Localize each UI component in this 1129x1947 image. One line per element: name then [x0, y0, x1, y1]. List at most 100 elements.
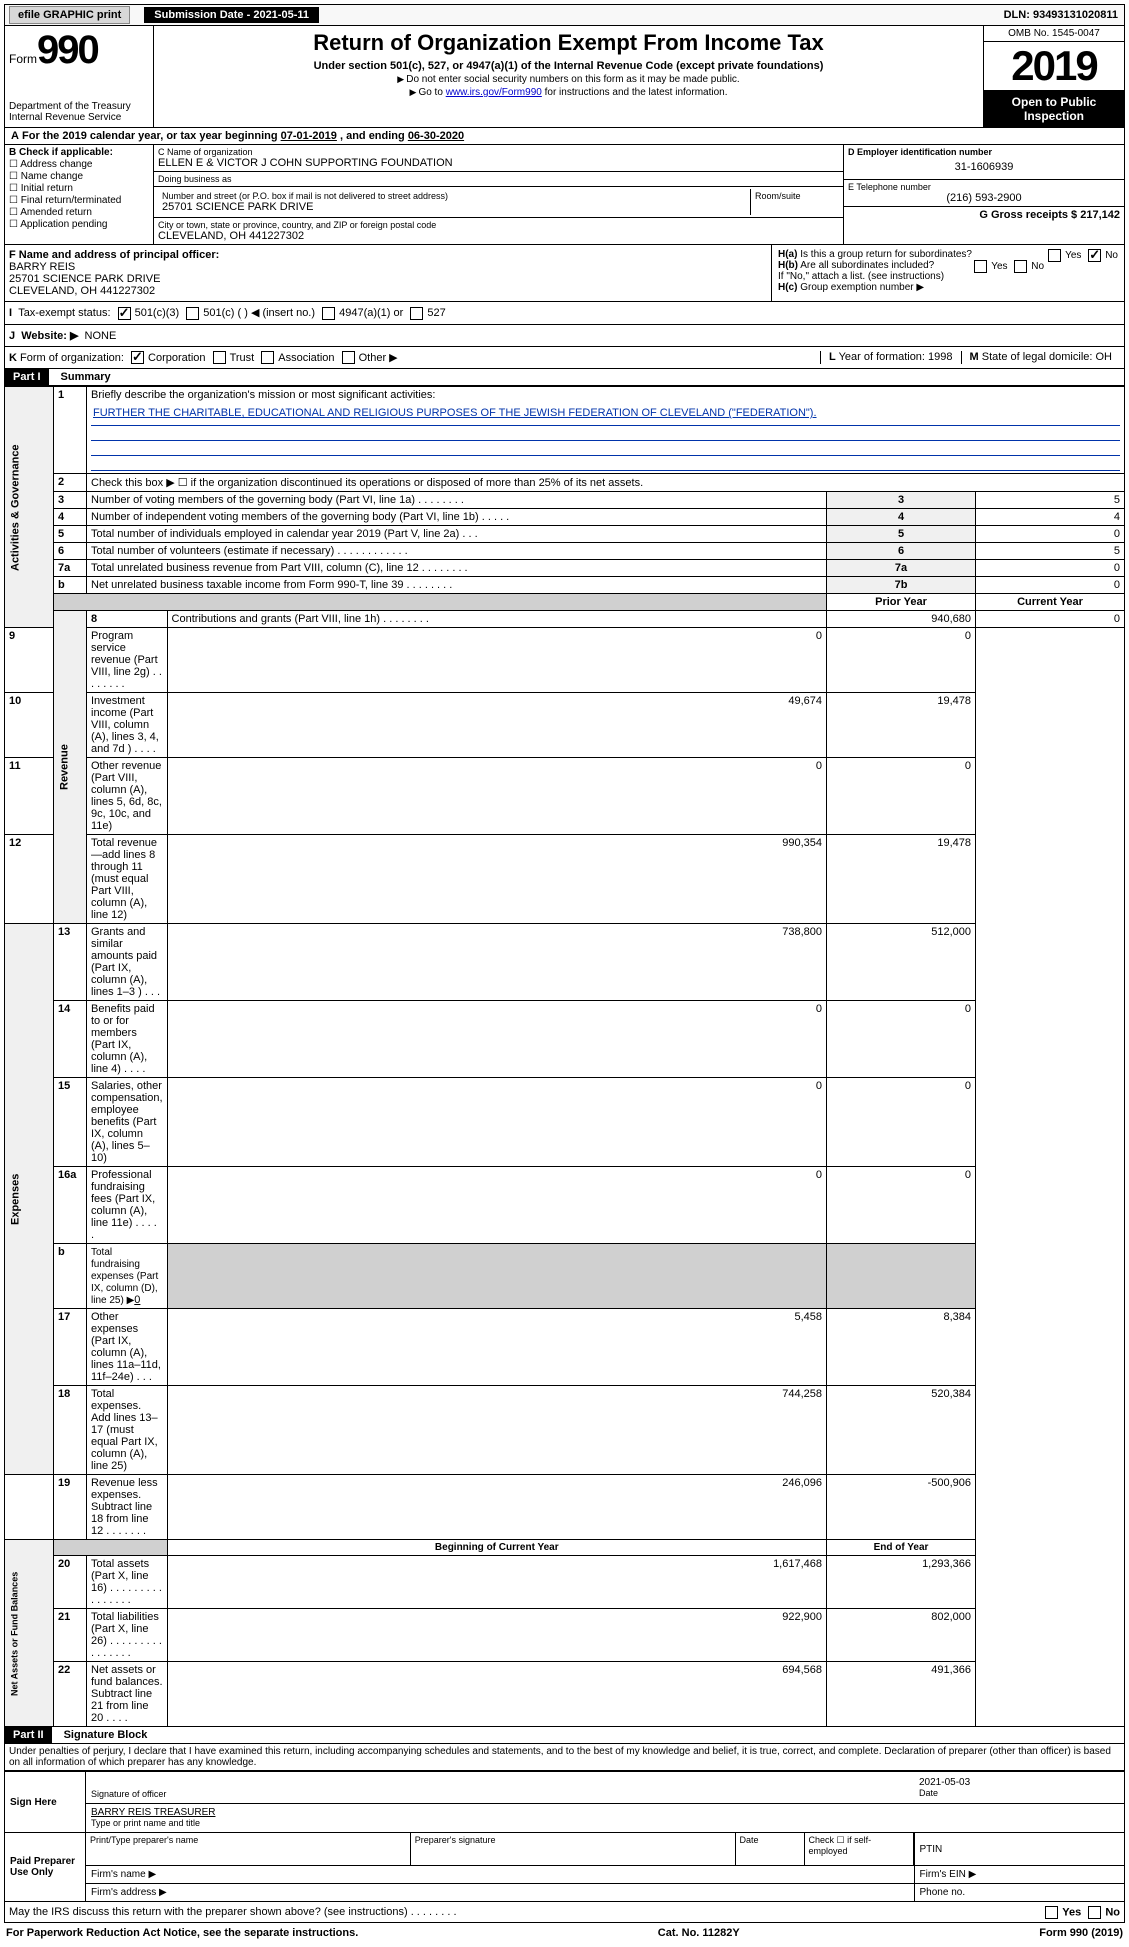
line16b-text: Total fundraising expenses (Part IX, col… [91, 1247, 158, 1306]
ein-value: 31-1606939 [848, 157, 1120, 177]
cb-501c[interactable] [186, 307, 199, 320]
cb-527[interactable] [410, 307, 423, 320]
vtab-revenue: Revenue [54, 611, 87, 924]
sig-date-label: Date [919, 1788, 938, 1798]
hb-no-checkbox[interactable] [1014, 260, 1027, 273]
line5-val: 0 [976, 526, 1125, 543]
cb-address-change[interactable]: ☐ Address change [9, 159, 149, 170]
year-formation: 1998 [928, 351, 952, 363]
discuss-row: May the IRS discuss this return with the… [4, 1902, 1125, 1923]
submission-date-label: Submission Date - 2021-05-11 [144, 7, 319, 23]
addr-label: Number and street (or P.O. box if mail i… [162, 191, 746, 201]
line8-curr: 0 [976, 611, 1125, 628]
cb-trust[interactable] [213, 351, 226, 364]
hdr-prior: Prior Year [827, 594, 976, 611]
hdr-boy: Beginning of Current Year [167, 1540, 826, 1556]
line8-prior: 940,680 [827, 611, 976, 628]
addr-value: 25701 SCIENCE PARK DRIVE [162, 201, 746, 213]
line11-text: Other revenue (Part VIII, column (A), li… [87, 758, 168, 835]
efile-print-button[interactable]: efile GRAPHIC print [9, 6, 130, 24]
cb-amended-return[interactable]: ☐ Amended return [9, 207, 149, 218]
line7b-val: 0 [976, 577, 1125, 594]
cb-final-return[interactable]: ☐ Final return/terminated [9, 195, 149, 206]
cb-corporation[interactable] [131, 351, 144, 364]
line1-text: Briefly describe the organization's miss… [91, 389, 435, 401]
city-label: City or town, state or province, country… [158, 220, 839, 230]
line3-val: 5 [976, 492, 1125, 509]
section-c: C Name of organization ELLEN E & VICTOR … [154, 145, 843, 244]
cb-association[interactable] [261, 351, 274, 364]
cb-other[interactable] [342, 351, 355, 364]
officer-addr1: 25701 SCIENCE PARK DRIVE [9, 273, 767, 285]
discuss-no-checkbox[interactable] [1088, 1906, 1101, 1919]
line7a-text: Total unrelated business revenue from Pa… [91, 562, 419, 574]
line14-text: Benefits paid to or for members (Part IX… [91, 1003, 155, 1075]
irs-link[interactable]: www.irs.gov/Form990 [446, 87, 542, 98]
org-name-label: C Name of organization [158, 147, 839, 157]
part1-header: Part I Summary [4, 369, 1125, 386]
cb-4947[interactable] [322, 307, 335, 320]
preparer-name-label: Print/Type preparer's name [86, 1833, 411, 1865]
org-info-block: B Check if applicable: ☐ Address change … [4, 145, 1125, 245]
firm-ein-label: Firm's EIN ▶ [914, 1866, 1125, 1884]
cb-initial-return[interactable]: ☐ Initial return [9, 183, 149, 194]
section-de: D Employer identification number 31-1606… [843, 145, 1124, 244]
line19-text: Revenue less expenses. Subtract line 18 … [91, 1477, 158, 1537]
self-employed-label: Check ☐ if self-employed [805, 1833, 914, 1865]
page-footer: For Paperwork Reduction Act Notice, see … [4, 1923, 1125, 1943]
omb-number: OMB No. 1545-0047 [984, 26, 1124, 42]
hdr-curr: Current Year [976, 594, 1125, 611]
mission-text: FURTHER THE CHARITABLE, EDUCATIONAL AND … [91, 401, 1120, 426]
row-i-j: I Tax-exempt status: 501(c)(3) 501(c) ( … [4, 302, 1125, 347]
line4-val: 4 [976, 509, 1125, 526]
ein-label: D Employer identification number [848, 147, 1120, 157]
tax-year: 2019 [984, 42, 1124, 91]
open-public-label: Open to Public Inspection [984, 91, 1124, 127]
line22-text: Net assets or fund balances. Subtract li… [91, 1664, 163, 1724]
sign-here-label: Sign Here [5, 1772, 86, 1833]
cb-name-change[interactable]: ☐ Name change [9, 171, 149, 182]
ha-yes-checkbox[interactable] [1048, 249, 1061, 262]
row-klm: K Form of organization: Corporation Trus… [4, 347, 1125, 370]
firm-addr-label: Firm's address ▶ [86, 1884, 915, 1902]
subtitle-3: Go to www.irs.gov/Form990 for instructio… [158, 87, 979, 98]
phone-value: (216) 593-2900 [848, 192, 1120, 204]
line7a-val: 0 [976, 560, 1125, 577]
section-f: F Name and address of principal officer:… [5, 245, 772, 301]
cb-application-pending[interactable]: ☐ Application pending [9, 219, 149, 230]
discuss-yes-checkbox[interactable] [1045, 1906, 1058, 1919]
section-h: H(a) Is this a group return for subordin… [772, 245, 1124, 301]
org-name: ELLEN E & VICTOR J COHN SUPPORTING FOUND… [158, 157, 839, 169]
line17-text: Other expenses (Part IX, column (A), lin… [91, 1311, 161, 1383]
subtitle-1: Under section 501(c), 527, or 4947(a)(1)… [158, 60, 979, 72]
vtab-expenses: Expenses [5, 924, 54, 1475]
ha-no-checkbox[interactable] [1088, 249, 1101, 262]
line6-val: 5 [976, 543, 1125, 560]
form-title: Return of Organization Exempt From Incom… [158, 30, 979, 56]
period-row: A For the 2019 calendar year, or tax yea… [4, 128, 1125, 145]
city-value: CLEVELAND, OH 441227302 [158, 230, 839, 242]
line2-text: Check this box ▶ ☐ if the organization d… [87, 474, 1125, 492]
line8-text: Contributions and grants (Part VIII, lin… [172, 613, 381, 625]
officer-name: BARRY REIS [9, 261, 767, 273]
preparer-date-label: Date [736, 1833, 805, 1865]
cb-501c3[interactable] [118, 307, 131, 320]
line12-text: Total revenue—add lines 8 through 11 (mu… [87, 835, 168, 924]
sig-name: BARRY REIS TREASURER [91, 1807, 1119, 1818]
hdr-eoy: End of Year [827, 1540, 976, 1556]
line7b-text: Net unrelated business taxable income fr… [91, 579, 403, 591]
phone-label: E Telephone number [848, 182, 1120, 192]
officer-group-block: F Name and address of principal officer:… [4, 245, 1125, 302]
footer-mid: Cat. No. 11282Y [658, 1927, 740, 1939]
section-b: B Check if applicable: ☐ Address change … [5, 145, 154, 244]
line3-text: Number of voting members of the governin… [91, 494, 415, 506]
vtab-activities: Activities & Governance [5, 387, 54, 628]
part2-header: Part II Signature Block [4, 1727, 1125, 1744]
line4-text: Number of independent voting members of … [91, 511, 479, 523]
hb-yes-checkbox[interactable] [974, 260, 987, 273]
footer-left: For Paperwork Reduction Act Notice, see … [6, 1927, 358, 1939]
line6-text: Total number of volunteers (estimate if … [91, 545, 334, 557]
form-header: Form 990 Department of the Treasury Inte… [4, 26, 1125, 128]
firm-phone-label: Phone no. [914, 1884, 1125, 1902]
firm-name-label: Firm's name ▶ [86, 1866, 915, 1884]
